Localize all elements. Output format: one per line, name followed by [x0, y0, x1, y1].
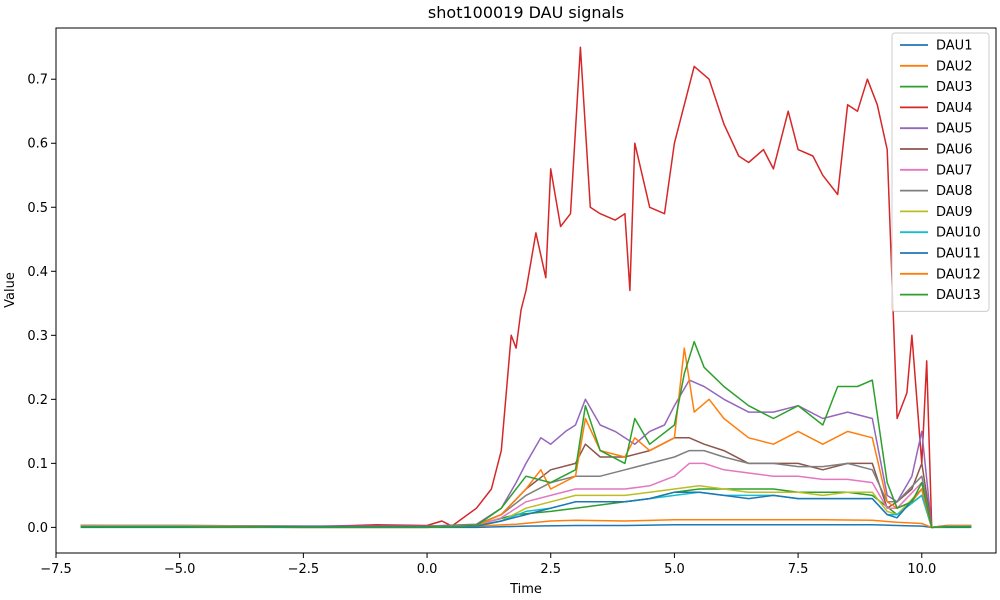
legend-label: DAU6	[936, 143, 972, 158]
y-axis: 0.0 0.1 0.2 0.3 0.4 0.5 0.6 0.7	[27, 73, 56, 536]
x-tick-label: −5.0	[164, 562, 196, 577]
legend-label: DAU11	[936, 247, 981, 262]
legend-label: DAU2	[936, 59, 972, 74]
series-line-dau7	[80, 462, 972, 529]
legend-label: DAU13	[936, 288, 981, 303]
legend-label: DAU5	[936, 122, 972, 137]
series-line-dau5	[80, 379, 972, 529]
x-tick-label: −2.5	[288, 562, 320, 577]
x-tick-label: 2.5	[540, 562, 561, 577]
series-line-dau11	[80, 488, 972, 529]
series-line-dau4	[80, 46, 972, 529]
y-tick-label: 0.0	[27, 521, 48, 536]
y-tick-label: 0.7	[27, 73, 48, 88]
legend-label: DAU12	[936, 267, 981, 282]
legend-label: DAU7	[936, 163, 972, 178]
series-line-dau12	[80, 347, 972, 529]
y-tick-label: 0.2	[27, 393, 48, 408]
y-tick-label: 0.1	[27, 457, 48, 472]
y-tick-label: 0.5	[27, 201, 48, 216]
legend: DAU1 DAU2 DAU3 DAU4 DAU5 DAU6 DAU7 DAU8 DAU9 DAU1…	[891, 32, 990, 312]
legend-label: DAU1	[936, 39, 972, 54]
legend-label: DAU8	[936, 184, 972, 199]
y-tick-label: 0.3	[27, 329, 48, 344]
x-tick-label: 0.0	[417, 562, 438, 577]
legend-label: DAU9	[936, 205, 972, 220]
y-tick-label: 0.6	[27, 137, 48, 152]
series-line-dau10	[80, 491, 972, 529]
plot-frame	[55, 27, 997, 554]
x-axis: −7.5 −5.0 −2.5 0.0 2.5 5.0 7.5 10.0	[40, 553, 936, 577]
y-tick-label: 0.4	[27, 265, 48, 280]
x-tick-label: 10.0	[907, 562, 936, 577]
plot-area	[55, 27, 997, 554]
legend-label: DAU3	[936, 80, 972, 95]
legend-label: DAU10	[936, 226, 981, 241]
chart-title: shot100019 DAU signals	[428, 3, 624, 22]
x-tick-label: 5.0	[664, 562, 685, 577]
series-layer	[80, 46, 972, 529]
y-axis-label: Value	[3, 272, 18, 308]
x-axis-label: Time	[509, 582, 542, 597]
x-tick-label: 7.5	[788, 562, 809, 577]
legend-label: DAU4	[936, 101, 972, 116]
x-tick-label: −7.5	[40, 562, 72, 577]
series-line-dau13	[80, 340, 972, 529]
legend-box	[891, 32, 990, 312]
